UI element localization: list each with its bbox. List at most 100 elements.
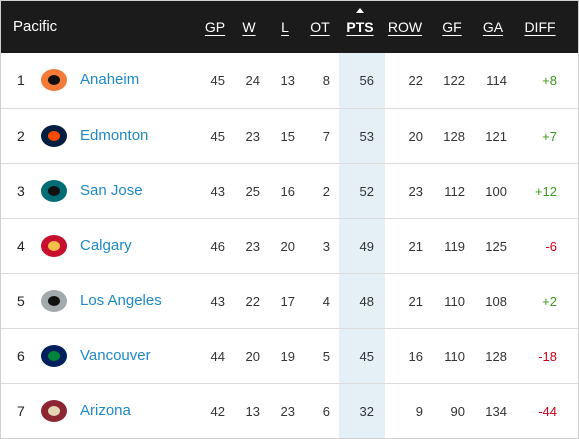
- stat-cell: 20: [280, 239, 295, 254]
- logo-shape: [48, 406, 60, 416]
- team-link[interactable]: Edmonton: [80, 127, 149, 144]
- team-logo: [41, 180, 67, 202]
- stat-cell: 8: [322, 73, 330, 88]
- stat-cell: 23: [408, 184, 423, 199]
- team-logo: [41, 125, 67, 147]
- stat-cell: 110: [444, 294, 465, 309]
- stat-cell: 46: [210, 239, 225, 254]
- team-link[interactable]: Vancouver: [80, 347, 151, 364]
- stat-cell: 128: [485, 349, 507, 364]
- stat-cell: 45: [359, 349, 374, 364]
- stat-cell: -18: [538, 349, 557, 364]
- stat-cell: 24: [245, 73, 260, 88]
- stat-cell: 16: [280, 184, 295, 199]
- logo-shape: [48, 75, 60, 85]
- stat-cell: +12: [534, 184, 557, 199]
- team-logo: [41, 400, 67, 422]
- stat-cell: 90: [450, 404, 465, 419]
- stat-cell: 125: [485, 239, 507, 254]
- team-row: 3 San Jose 43 25 16 2 52 23 112 100 +12: [1, 163, 578, 218]
- stat-cell: 21: [408, 294, 423, 309]
- column-header[interactable]: GF: [442, 19, 462, 35]
- team-row: 4 Calgary 46 23 20 3 49 21 119 125 -6: [1, 218, 578, 273]
- stat-cell: 13: [245, 404, 260, 419]
- stat-cell: 110: [444, 349, 465, 364]
- stat-cell: +2: [542, 294, 557, 309]
- stat-cell: 25: [245, 184, 260, 199]
- stat-cell: 44: [210, 349, 225, 364]
- stat-cell: 45: [210, 73, 225, 88]
- stat-cell: 15: [280, 129, 295, 144]
- stat-cell: 19: [280, 349, 295, 364]
- stat-cell: 17: [280, 294, 295, 309]
- team-link[interactable]: Anaheim: [80, 71, 140, 88]
- stat-cell: 23: [245, 129, 260, 144]
- stat-cell: 13: [280, 73, 295, 88]
- logo-shape: [48, 131, 60, 141]
- column-header[interactable]: GP: [204, 19, 226, 35]
- stat-cell: 20: [408, 129, 423, 144]
- stat-cell: 49: [359, 239, 374, 254]
- stat-cell: 42: [210, 404, 225, 419]
- rank: 5: [17, 293, 25, 309]
- team-link[interactable]: Arizona: [80, 402, 131, 419]
- stat-cell: 122: [443, 73, 465, 88]
- team-row: 1 Anaheim 45 24 13 8 56 22 122 114 +8: [1, 53, 578, 107]
- stat-cell: 48: [359, 294, 374, 309]
- column-header[interactable]: ROW: [387, 19, 423, 35]
- team-logo: [41, 69, 67, 91]
- stat-cell: 23: [245, 239, 260, 254]
- stat-cell: 52: [359, 184, 374, 199]
- sorted-column-highlight: [339, 53, 385, 438]
- column-header[interactable]: W: [242, 19, 256, 35]
- stat-cell: 9: [415, 404, 423, 419]
- stat-cell: 32: [359, 404, 374, 419]
- column-header[interactable]: OT: [310, 19, 330, 35]
- stat-cell: 128: [443, 129, 465, 144]
- team-link[interactable]: Calgary: [80, 237, 132, 254]
- stat-cell: 20: [245, 349, 260, 364]
- stat-cell: 22: [408, 73, 423, 88]
- rank: 4: [17, 238, 25, 254]
- sort-arrow: [356, 8, 364, 13]
- team-row: 2 Edmonton 45 23 15 7 53 20 128 121 +7: [1, 108, 578, 163]
- logo-shape: [48, 296, 60, 306]
- stat-cell: 108: [485, 294, 507, 309]
- stat-cell: 6: [322, 404, 330, 419]
- stat-cell: 53: [359, 129, 374, 144]
- stat-cell: 100: [485, 184, 507, 199]
- stat-cell: 3: [322, 239, 330, 254]
- stat-cell: -44: [538, 404, 557, 419]
- stat-cell: 5: [322, 349, 330, 364]
- stat-cell: +7: [542, 129, 557, 144]
- team-logo: [41, 290, 67, 312]
- column-header[interactable]: GA: [482, 19, 504, 35]
- stat-cell: +8: [542, 73, 557, 88]
- team-row: 7 Arizona 42 13 23 6 32 9 90 134 -44: [1, 383, 578, 438]
- logo-shape: [48, 351, 60, 361]
- stat-cell: 7: [322, 129, 330, 144]
- stat-cell: 119: [444, 239, 465, 254]
- column-header[interactable]: PTS: [346, 19, 374, 35]
- stat-cell: 121: [485, 129, 507, 144]
- logo-shape: [48, 241, 60, 251]
- stat-cell: 43: [210, 294, 225, 309]
- stat-cell: 16: [408, 349, 423, 364]
- team-row: 5 Los Angeles 43 22 17 4 48 21 110 108 +2: [1, 273, 578, 328]
- column-header[interactable]: DIFF: [524, 19, 556, 35]
- table-header: Pacific GP W L OT PTS ROW GF GA DIFF: [1, 1, 578, 53]
- rank: 1: [17, 72, 25, 88]
- division-title: Pacific: [13, 18, 58, 35]
- team-link[interactable]: Los Angeles: [80, 292, 162, 309]
- stat-cell: 56: [359, 73, 374, 88]
- rank: 7: [17, 403, 25, 419]
- team-logo: [41, 235, 67, 257]
- column-header[interactable]: L: [281, 19, 289, 35]
- stat-cell: 21: [408, 239, 423, 254]
- team-logo: [41, 345, 67, 367]
- rank: 6: [17, 348, 25, 364]
- team-link[interactable]: San Jose: [80, 182, 143, 199]
- stat-cell: 45: [210, 129, 225, 144]
- stat-cell: 114: [486, 73, 507, 88]
